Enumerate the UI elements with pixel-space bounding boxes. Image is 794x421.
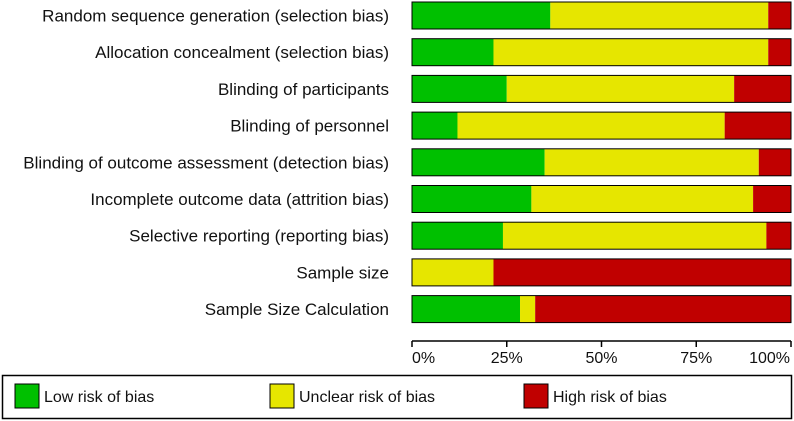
bar-segment-high-risk-of-bias-8 bbox=[493, 258, 791, 286]
bar-segment-low-risk-of-bias-9 bbox=[412, 295, 521, 323]
bar-segment-low-risk-of-bias-6 bbox=[412, 185, 532, 213]
bar-segment-unclear-risk-of-bias-7 bbox=[502, 222, 767, 250]
legend-label-low-risk-of-bias: Low risk of bias bbox=[44, 389, 154, 406]
bar-outline bbox=[411, 258, 792, 287]
bar-segment-high-risk-of-bias-4 bbox=[724, 112, 791, 140]
category-label: Selective reporting (reporting bias) bbox=[129, 227, 389, 246]
bar-outline bbox=[411, 1, 792, 30]
stacked-bars bbox=[411, 1, 792, 324]
bar-segment-unclear-risk-of-bias-5 bbox=[544, 148, 759, 176]
bar-segment-high-risk-of-bias-6 bbox=[753, 185, 791, 213]
category-label: Incomplete outcome data (attrition bias) bbox=[90, 190, 389, 209]
bar-outline bbox=[411, 221, 792, 250]
x-tick-label: 50% bbox=[585, 350, 617, 367]
bar-outline bbox=[411, 38, 792, 67]
category-label: Blinding of outcome assessment (detectio… bbox=[23, 153, 389, 172]
bar-segment-unclear-risk-of-bias-2 bbox=[493, 38, 769, 66]
x-tick-label: 0% bbox=[412, 350, 435, 367]
category-label: Random sequence generation (selection bi… bbox=[42, 7, 389, 26]
bar-outline bbox=[411, 74, 792, 103]
bar-outline bbox=[411, 148, 792, 177]
bar-segment-low-risk-of-bias-3 bbox=[412, 75, 507, 103]
bar-segment-high-risk-of-bias-7 bbox=[766, 222, 791, 250]
category-label: Blinding of participants bbox=[218, 80, 389, 99]
bar-outline bbox=[411, 185, 792, 213]
category-label: Allocation concealment (selection bias) bbox=[95, 43, 389, 62]
bar-segment-unclear-risk-of-bias-9 bbox=[520, 295, 536, 323]
bar-segment-low-risk-of-bias-2 bbox=[412, 38, 494, 66]
bar-segment-high-risk-of-bias-3 bbox=[734, 75, 791, 103]
legend: Low risk of bias Unclear risk of bias High… bbox=[1, 374, 793, 420]
bar-segment-unclear-risk-of-bias-1 bbox=[550, 2, 769, 29]
category-label: Blinding of personnel bbox=[230, 117, 389, 136]
category-label: Sample Size Calculation bbox=[205, 300, 389, 319]
bar-segment-high-risk-of-bias-2 bbox=[768, 38, 791, 66]
legend-swatch-high-risk-of-bias bbox=[523, 383, 549, 409]
x-axis: 0% 25% 50% 75% 100% bbox=[411, 340, 792, 367]
bar-segment-unclear-risk-of-bias-4 bbox=[457, 112, 725, 140]
bar-segment-low-risk-of-bias-1 bbox=[412, 2, 551, 29]
legend-label-high-risk-of-bias: High risk of bias bbox=[553, 389, 667, 406]
x-tick-label: 100% bbox=[749, 350, 790, 367]
x-tick-label: 75% bbox=[680, 350, 712, 367]
bar-segment-low-risk-of-bias-5 bbox=[412, 148, 545, 176]
legend-frame bbox=[1, 374, 793, 420]
legend-label-unclear-risk-of-bias: Unclear risk of bias bbox=[299, 389, 435, 406]
category-labels: Random sequence generation (selection bi… bbox=[23, 7, 389, 320]
bar-segment-high-risk-of-bias-5 bbox=[758, 148, 791, 176]
bar-segment-unclear-risk-of-bias-8 bbox=[412, 258, 494, 286]
bar-segment-low-risk-of-bias-4 bbox=[412, 112, 458, 140]
bar-segment-high-risk-of-bias-1 bbox=[768, 2, 791, 29]
legend-swatch-unclear-risk-of-bias bbox=[269, 383, 295, 409]
bar-outline bbox=[411, 111, 792, 140]
category-label: Sample size bbox=[296, 263, 389, 282]
bar-segment-low-risk-of-bias-7 bbox=[412, 222, 503, 250]
bar-segment-high-risk-of-bias-9 bbox=[535, 295, 791, 323]
bar-segment-unclear-risk-of-bias-6 bbox=[531, 185, 754, 213]
x-tick-label: 25% bbox=[491, 350, 523, 367]
bar-segment-unclear-risk-of-bias-3 bbox=[506, 75, 735, 103]
legend-swatch-low-risk-of-bias bbox=[14, 383, 40, 409]
bar-outline bbox=[411, 295, 792, 324]
